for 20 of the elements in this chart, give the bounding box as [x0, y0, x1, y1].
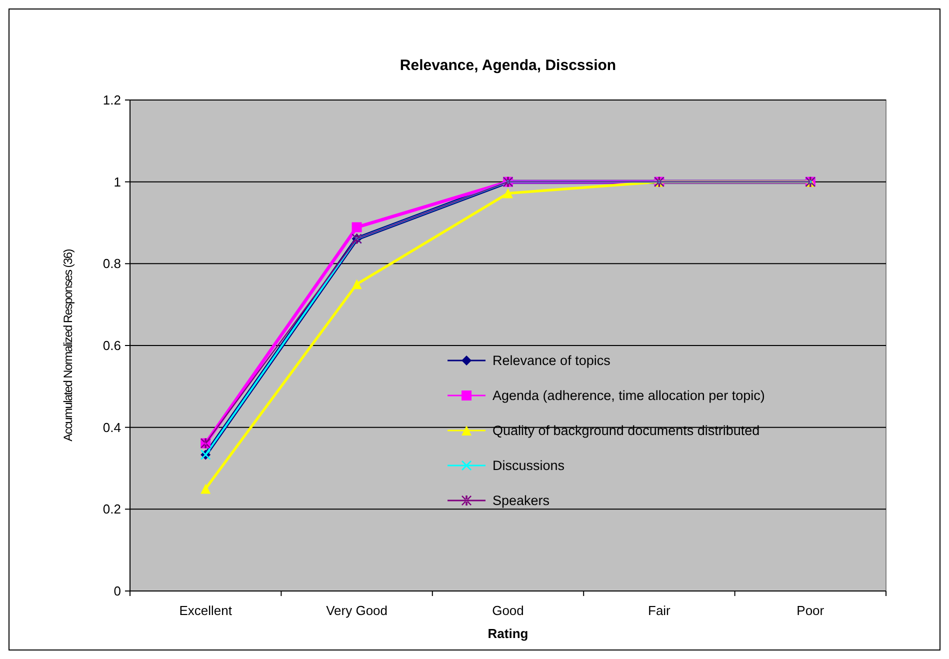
x-tick-label: Fair — [648, 603, 672, 618]
y-tick-label: 0 — [114, 584, 121, 599]
legend-label: Discussions — [492, 458, 565, 474]
y-tick-label: 1.2 — [102, 92, 121, 108]
legend-label: Speakers — [492, 493, 550, 508]
legend-label: Quality of background documents distributed — [492, 423, 760, 438]
x-axis-title: Rating — [488, 626, 528, 641]
y-tick-label: 0.8 — [102, 256, 121, 272]
x-tick-label: Good — [492, 603, 524, 618]
x-tick-label: Very Good — [326, 603, 388, 618]
chart-title: Relevance, Agenda, Discssion — [400, 57, 616, 74]
legend-label: Agenda (adherence, time allocation per topic) — [492, 388, 765, 404]
x-tick-label: Excellent — [179, 603, 232, 618]
y-tick-label: 0.6 — [102, 338, 121, 354]
x-tick-label: Poor — [796, 603, 825, 618]
y-tick-label: 0.4 — [102, 420, 121, 435]
y-tick-label: 0.2 — [102, 502, 121, 517]
legend-label: Relevance of topics — [492, 353, 611, 368]
y-axis-title: Accumulated Normalized Responses (36) — [61, 248, 75, 442]
y-tick-label: 1 — [114, 174, 121, 190]
